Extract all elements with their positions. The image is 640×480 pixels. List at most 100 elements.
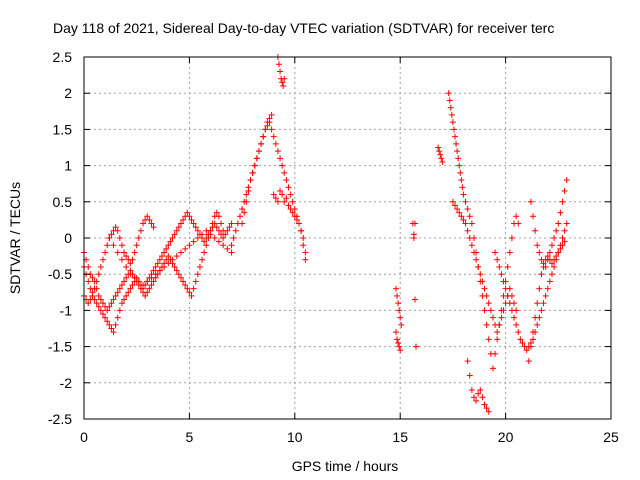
data-point bbox=[540, 300, 547, 307]
data-point bbox=[190, 220, 197, 227]
data-point bbox=[97, 296, 104, 303]
data-point bbox=[460, 191, 467, 198]
data-point bbox=[274, 198, 281, 205]
data-point bbox=[496, 321, 503, 328]
data-point bbox=[466, 213, 473, 220]
y-tick-label: -2 bbox=[60, 375, 73, 391]
data-point bbox=[498, 314, 505, 321]
data-point bbox=[548, 242, 555, 249]
data-point bbox=[485, 336, 492, 343]
data-point bbox=[481, 307, 488, 314]
data-point bbox=[532, 227, 539, 234]
data-point bbox=[106, 321, 113, 328]
data-point bbox=[95, 271, 102, 278]
data-point bbox=[114, 314, 121, 321]
data-point bbox=[213, 209, 220, 216]
data-point bbox=[228, 242, 235, 249]
data-point bbox=[243, 198, 250, 205]
data-point bbox=[148, 220, 155, 227]
data-point bbox=[171, 263, 178, 270]
plot-frame bbox=[83, 56, 612, 420]
data-point bbox=[177, 249, 184, 256]
data-point bbox=[146, 216, 153, 223]
data-point bbox=[395, 300, 402, 307]
data-point bbox=[123, 253, 130, 260]
data-point bbox=[470, 249, 477, 256]
data-point bbox=[454, 148, 461, 155]
data-point bbox=[148, 274, 155, 281]
data-point bbox=[173, 267, 180, 274]
data-point bbox=[270, 133, 277, 140]
data-point bbox=[483, 321, 490, 328]
data-point bbox=[177, 274, 184, 281]
data-point bbox=[527, 198, 534, 205]
data-point bbox=[302, 249, 309, 256]
data-point bbox=[239, 220, 246, 227]
data-point bbox=[249, 169, 256, 176]
data-point bbox=[410, 231, 417, 238]
data-point bbox=[300, 235, 307, 241]
data-point bbox=[492, 350, 499, 357]
data-point bbox=[173, 253, 180, 260]
data-point bbox=[559, 235, 566, 241]
data-point bbox=[553, 227, 560, 234]
data-point bbox=[551, 256, 558, 263]
y-tick-label: 0.5 bbox=[53, 194, 73, 210]
data-point bbox=[182, 282, 189, 289]
data-point bbox=[177, 220, 184, 227]
data-point bbox=[116, 307, 123, 314]
data-point bbox=[479, 278, 486, 285]
data-point bbox=[459, 184, 466, 191]
data-point bbox=[453, 140, 460, 147]
data-point bbox=[116, 235, 123, 241]
data-point bbox=[171, 231, 178, 238]
data-point bbox=[542, 292, 549, 299]
x-tick-labels: 0 5 10 15 20 25 bbox=[80, 429, 619, 445]
data-point bbox=[538, 307, 545, 314]
data-point bbox=[449, 119, 456, 126]
data-point bbox=[108, 231, 115, 238]
data-point bbox=[99, 256, 106, 263]
data-point bbox=[532, 314, 539, 321]
data-point bbox=[559, 198, 566, 205]
data-point bbox=[540, 263, 547, 270]
data-point bbox=[462, 220, 469, 227]
data-point bbox=[464, 358, 471, 365]
y-tick-label: -1 bbox=[60, 302, 73, 318]
data-point bbox=[498, 271, 505, 278]
data-point bbox=[298, 227, 305, 234]
data-point bbox=[452, 133, 459, 140]
data-point bbox=[215, 238, 222, 245]
data-point bbox=[199, 231, 206, 238]
data-point bbox=[89, 274, 96, 281]
data-point bbox=[165, 260, 172, 267]
data-point bbox=[161, 263, 168, 270]
data-point bbox=[287, 191, 294, 198]
data-point bbox=[285, 184, 292, 191]
data-point bbox=[280, 82, 287, 89]
data-point bbox=[285, 202, 292, 209]
data-point bbox=[504, 263, 511, 270]
data-point bbox=[135, 278, 142, 285]
data-point bbox=[239, 206, 246, 213]
data-point bbox=[110, 296, 117, 303]
data-point bbox=[150, 278, 157, 285]
data-point bbox=[534, 242, 541, 249]
data-point bbox=[228, 249, 235, 256]
data-point bbox=[279, 191, 286, 198]
data-point bbox=[154, 260, 161, 267]
data-point bbox=[180, 216, 187, 223]
data-point bbox=[211, 235, 218, 241]
data-point bbox=[156, 256, 163, 263]
data-point bbox=[496, 263, 503, 270]
data-point bbox=[561, 238, 568, 245]
data-point bbox=[131, 249, 138, 256]
data-point bbox=[114, 249, 121, 256]
data-point bbox=[397, 347, 404, 354]
data-point bbox=[519, 339, 526, 346]
data-point bbox=[102, 249, 109, 256]
y-tick-label: 0 bbox=[64, 230, 72, 246]
data-point bbox=[289, 209, 296, 216]
data-point bbox=[91, 278, 98, 285]
